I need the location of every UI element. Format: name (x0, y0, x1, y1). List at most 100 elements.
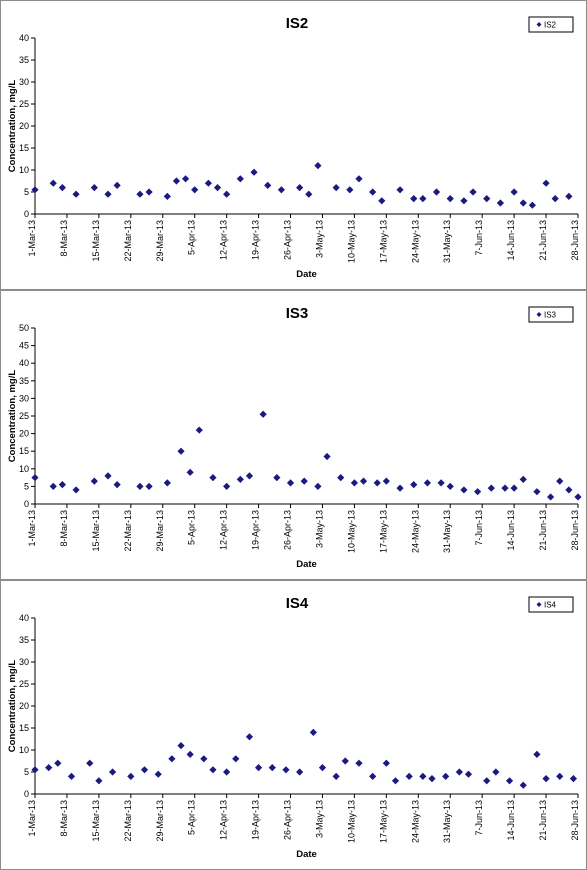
x-tick-label: 22-Mar-13 (123, 220, 133, 262)
x-tick-label: 26-Apr-13 (283, 510, 293, 550)
y-axis-title: Concentration, mg/L (7, 80, 18, 173)
data-point (204, 179, 212, 187)
x-tick-label: 15-Mar-13 (91, 510, 101, 552)
chart-title: IS3 (286, 305, 309, 322)
x-tick-label: 12-Apr-13 (219, 510, 229, 550)
x-tick-label: 10-May-13 (346, 510, 356, 553)
data-point (268, 764, 276, 772)
data-point (49, 179, 57, 187)
data-point (492, 768, 500, 776)
data-point (250, 168, 258, 176)
y-tick-label: 25 (19, 411, 29, 421)
data-point (419, 772, 427, 780)
data-point (346, 186, 354, 194)
data-point (236, 175, 244, 183)
x-tick-label: 10-May-13 (346, 220, 356, 263)
x-tick-label: 24-May-13 (410, 800, 420, 843)
x-tick-label: 12-Apr-13 (219, 800, 229, 840)
data-point (496, 199, 505, 207)
data-point (72, 486, 80, 494)
x-tick-label: 3-May-13 (314, 220, 324, 258)
x-tick-label: 5-Apr-13 (187, 220, 197, 255)
data-point (232, 755, 240, 763)
data-point (86, 759, 94, 767)
data-point (58, 481, 66, 489)
data-point (168, 755, 176, 763)
x-tick-label: 19-Apr-13 (251, 510, 261, 550)
data-point (90, 477, 98, 485)
data-point (519, 199, 527, 207)
y-tick-label: 50 (19, 323, 29, 333)
y-tick-label: 45 (19, 341, 29, 351)
data-point (264, 181, 272, 189)
data-point (90, 184, 98, 192)
data-point (501, 484, 509, 492)
data-point (565, 486, 573, 494)
x-tick-label: 17-May-13 (378, 800, 388, 843)
data-point (282, 766, 290, 774)
data-point (396, 186, 404, 194)
y-tick-label: 5 (24, 187, 29, 197)
x-tick-label: 8-Mar-13 (59, 510, 69, 547)
data-point (432, 188, 441, 196)
data-point (136, 190, 144, 198)
legend: IS4 (528, 596, 574, 613)
data-point (31, 474, 39, 482)
x-tick-label: 29-Mar-13 (155, 800, 165, 842)
data-point (104, 472, 112, 480)
data-point (286, 479, 295, 487)
data-point (31, 186, 39, 194)
y-tick-label: 5 (24, 481, 29, 491)
data-point (556, 477, 564, 485)
data-point (469, 188, 477, 196)
data-point (332, 184, 340, 192)
data-point (54, 759, 62, 767)
y-tick-label: 10 (19, 745, 29, 755)
data-point (223, 190, 231, 198)
x-tick-label: 8-Mar-13 (59, 220, 69, 257)
data-point (382, 477, 390, 485)
x-tick-label: 1-Mar-13 (27, 800, 37, 837)
data-point (236, 475, 244, 483)
x-tick-label: 29-Mar-13 (155, 510, 165, 552)
data-point (556, 772, 564, 780)
data-point (519, 475, 527, 483)
data-point (172, 177, 181, 185)
data-point (355, 759, 363, 767)
data-point (533, 488, 541, 496)
y-tick-label: 20 (19, 121, 29, 131)
data-point (58, 184, 66, 192)
data-point (369, 772, 377, 780)
data-point (31, 766, 39, 774)
data-point (49, 482, 57, 490)
x-tick-label: 15-Mar-13 (91, 800, 101, 842)
x-tick-label: 12-Apr-13 (219, 220, 229, 260)
y-tick-label: 5 (24, 767, 29, 777)
y-tick-label: 20 (19, 701, 29, 711)
x-tick-label: 28-Jun-13 (570, 510, 580, 551)
data-point (323, 452, 331, 461)
data-point (245, 733, 254, 741)
data-point (209, 766, 217, 774)
data-point (460, 486, 468, 494)
x-tick-label: 31-May-13 (442, 510, 452, 553)
data-point (410, 481, 418, 489)
data-point (528, 201, 536, 209)
data-point (67, 772, 76, 780)
legend-label: IS3 (544, 311, 557, 320)
data-point (223, 768, 231, 776)
chart-panel-is2: IS2 0 5 10 15 20 25 30 35 40 1-Mar-13 8-Mar-13 15-Ma… (0, 0, 587, 290)
data-point (519, 781, 527, 789)
data-point (569, 775, 578, 783)
x-tick-label: 3-May-13 (314, 800, 324, 838)
y-tick-label: 30 (19, 77, 29, 87)
data-point (391, 777, 400, 785)
data-point (542, 179, 550, 187)
x-tick-label: 26-Apr-13 (283, 220, 293, 260)
x-tick-label: 19-Apr-13 (251, 800, 261, 840)
x-tick-label: 8-Mar-13 (59, 800, 69, 837)
y-tick-label: 30 (19, 657, 29, 667)
data-point (314, 162, 322, 170)
data-point (296, 768, 304, 776)
y-axis-title: Concentration, mg/L (7, 370, 18, 463)
